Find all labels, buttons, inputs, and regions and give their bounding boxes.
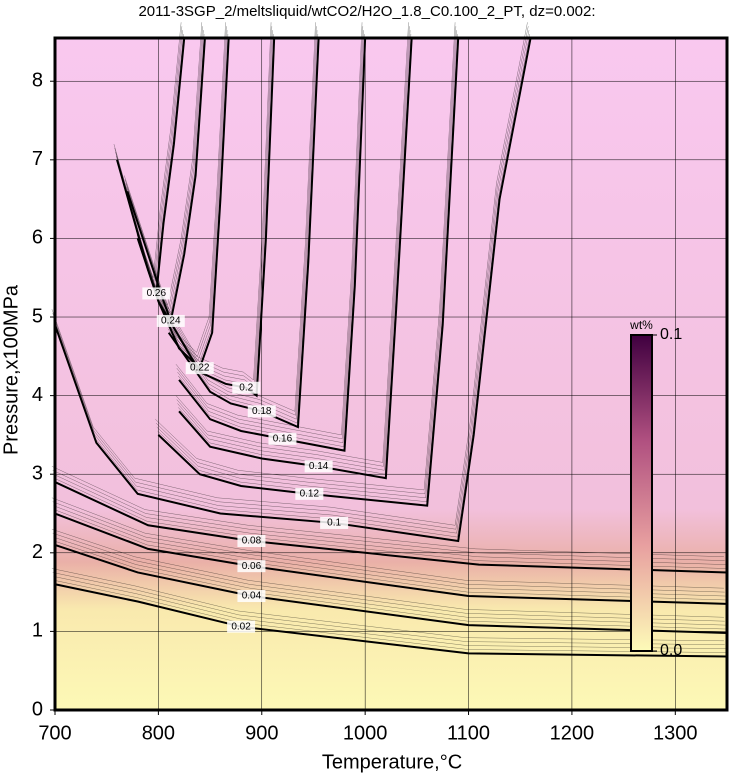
contour-minor xyxy=(53,536,726,626)
contour-label-bg xyxy=(237,560,266,573)
contour-minor xyxy=(155,22,456,491)
x-tick-label: 1100 xyxy=(447,722,490,744)
x-axis-label: Temperature,°C xyxy=(322,751,462,773)
contour-label: 0.14 xyxy=(309,461,329,472)
colorbar-tick-label: 0.0 xyxy=(660,642,682,659)
contour-minor xyxy=(52,26,529,530)
contour-minor xyxy=(51,529,724,618)
contour-label: 0.04 xyxy=(242,591,262,602)
contour-label: 0.16 xyxy=(273,433,293,444)
contour-minor xyxy=(155,26,457,495)
contour-label-bg xyxy=(232,381,261,394)
contour-minor xyxy=(156,30,457,499)
contour-label: 0.22 xyxy=(190,363,210,374)
contour-label: 0.18 xyxy=(252,406,272,417)
y-tick-label: 6 xyxy=(32,227,43,249)
x-tick-label: 900 xyxy=(245,722,278,744)
contour-minor xyxy=(51,22,528,526)
contour-minor xyxy=(51,497,724,589)
contour-minor xyxy=(155,22,272,381)
contour-label-bg xyxy=(156,314,185,327)
contour-label: 0.2 xyxy=(239,382,253,393)
contour-label-bg xyxy=(237,590,266,603)
chart-title: 2011-3SGP_2/meltsliquid/wtCO2/H2O_1.8_C0… xyxy=(138,3,595,20)
contour-label: 0.12 xyxy=(300,489,320,500)
contour-minor xyxy=(155,26,273,385)
y-tick-label: 8 xyxy=(32,70,43,92)
contour-minor xyxy=(176,26,364,440)
contour-label-bg xyxy=(227,620,256,633)
contour-minor xyxy=(176,26,410,467)
contour-label: 0.06 xyxy=(242,561,262,572)
contour-minor xyxy=(166,26,317,416)
contour-minor xyxy=(53,576,726,649)
colorbar-label: wt% xyxy=(629,318,653,332)
x-tick-label: 1000 xyxy=(343,722,388,744)
contour-minor xyxy=(53,505,726,597)
contour-label: 0.08 xyxy=(242,536,262,547)
contour-minor xyxy=(175,22,409,463)
contour-label-bg xyxy=(142,287,171,300)
contour-minor xyxy=(167,30,318,420)
plot-frame xyxy=(53,36,729,712)
contour-minor xyxy=(124,26,203,310)
y-tick-label: 1 xyxy=(32,620,43,642)
contour-minor xyxy=(134,22,226,353)
contour-minor xyxy=(51,568,724,642)
contour-minor xyxy=(52,572,725,645)
y-tick-label: 2 xyxy=(32,541,43,563)
contour-minor xyxy=(53,30,530,534)
contour-label-bg xyxy=(185,362,214,375)
contour-label: 0.1 xyxy=(327,518,341,529)
y-tick-label: 0 xyxy=(32,698,43,720)
contour-label-bg xyxy=(237,535,266,548)
contour-label: 0.26 xyxy=(147,288,167,299)
contour-label-bg xyxy=(295,487,324,500)
contour-minor xyxy=(53,474,726,565)
contour-label-bg xyxy=(320,516,349,529)
contour-label-bg xyxy=(304,460,333,473)
y-tick-label: 7 xyxy=(32,148,43,170)
x-tick-label: 1300 xyxy=(653,722,698,744)
y-tick-label: 3 xyxy=(32,462,43,484)
contour-minor xyxy=(113,22,182,278)
contour-label: 0.02 xyxy=(231,621,251,632)
contour-minor xyxy=(124,22,203,306)
x-tick-label: 800 xyxy=(142,722,175,744)
y-axis-label: Pressure,x100MPa xyxy=(0,284,22,455)
x-tick-label: 700 xyxy=(38,722,71,744)
contour-minor xyxy=(175,22,363,436)
contour-label-bg xyxy=(247,405,276,418)
colorbar-tick-label: 0.1 xyxy=(660,326,682,343)
y-tick-label: 5 xyxy=(32,305,43,327)
contour-label-bg xyxy=(268,432,297,445)
contour-label: 0.24 xyxy=(161,316,181,327)
contour-minor xyxy=(52,470,725,561)
contour-minor xyxy=(52,532,725,622)
y-tick-label: 4 xyxy=(32,384,43,406)
x-tick-label: 1200 xyxy=(550,722,595,744)
contour-minor xyxy=(177,30,364,444)
colorbar xyxy=(630,334,653,652)
contour-minor xyxy=(51,466,724,557)
contour-minor xyxy=(52,501,725,593)
contour-minor xyxy=(177,30,411,471)
